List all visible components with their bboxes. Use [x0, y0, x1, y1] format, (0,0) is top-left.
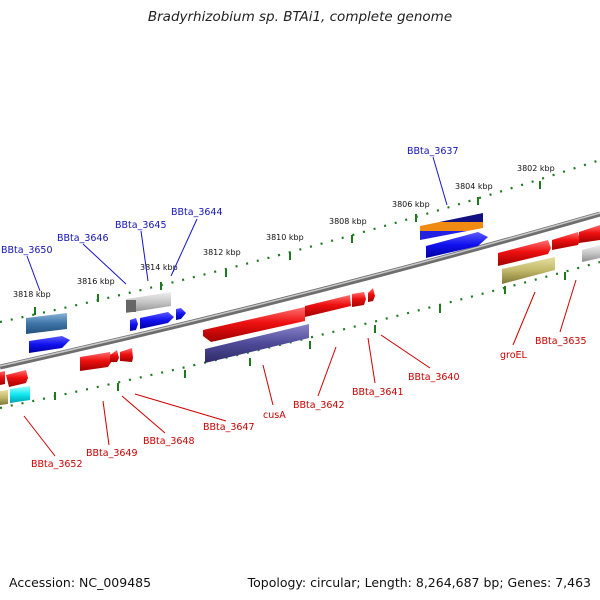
gene-arrow [130, 318, 138, 331]
label-cusa: cusA [263, 410, 286, 421]
label-bbta-3640: BBta_3640 [408, 372, 460, 383]
label-bbta-3652: BBta_3652 [31, 459, 83, 470]
gene-block [126, 292, 171, 313]
scale-major-ticks-top [34, 181, 541, 315]
label-bbta-3644: BBta_3644 [171, 207, 223, 218]
scale-label-3802: 3802 kbp [517, 164, 555, 173]
scale-label-3806: 3806 kbp [392, 200, 430, 209]
label-bbta-3649: BBta_3649 [86, 448, 138, 459]
scale-label-3816: 3816 kbp [77, 277, 115, 286]
gene-arrow [80, 352, 112, 371]
gene-block [582, 245, 600, 262]
gene-arrow [140, 312, 174, 329]
gene-arrow [426, 232, 488, 258]
bottom-gene-labels: BBta_3652 BBta_3649 BBta_3648 BBta_3647 … [23, 279, 587, 470]
gene-arrow [352, 292, 366, 307]
gene-arrow [0, 371, 5, 385]
top-strand-genes [26, 213, 488, 353]
label-groel: groEL [500, 350, 528, 361]
topology-text: Topology: circular; Length: 8,264,687 bp… [247, 575, 591, 590]
label-bbta-3647: BBta_3647 [203, 422, 255, 433]
top-gene-labels: BBta_3650 BBta_3646 BBta_3645 BBta_3644 … [1, 146, 459, 292]
gene-block [420, 213, 483, 240]
gene-block [26, 313, 67, 334]
label-bbta-3637: BBta_3637 [407, 146, 459, 157]
gene-arrow [110, 350, 119, 362]
gene-arrow [176, 308, 186, 320]
scale-label-3808: 3808 kbp [329, 217, 367, 226]
label-bbta-3642: BBta_3642 [293, 400, 345, 411]
label-bbta-3648: BBta_3648 [143, 436, 195, 447]
scale-label-3818: 3818 kbp [13, 290, 51, 299]
label-bbta-3650: BBta_3650 [1, 245, 53, 256]
gene-block [10, 386, 30, 403]
gene-block [502, 257, 555, 284]
label-bbta-3641: BBta_3641 [352, 387, 404, 398]
gene-arrow [552, 232, 580, 250]
gene-arrow [6, 370, 28, 387]
gene-arrow [368, 288, 375, 302]
label-bbta-3645: BBta_3645 [115, 220, 167, 231]
gene-arrow [579, 225, 600, 243]
label-bbta-3635: BBta_3635 [535, 336, 587, 347]
gene-arrow [29, 336, 70, 353]
gene-block [205, 324, 309, 363]
gene-arrow [203, 307, 305, 342]
genome-backbone [0, 211, 600, 370]
gene-block [126, 300, 136, 312]
scale-major-ticks-bottom [54, 272, 566, 400]
map-title: Bradyrhizobium sp. BTAi1, complete genom… [147, 9, 453, 25]
gene-arrow [120, 348, 133, 362]
backbone-genes [0, 225, 600, 405]
scale-label-3814: 3814 kbp [140, 263, 178, 272]
gene-arrow [305, 295, 351, 317]
accession-text: Accession: NC_009485 [9, 575, 152, 590]
scale-label-3810: 3810 kbp [266, 233, 304, 242]
label-bbta-3646: BBta_3646 [57, 233, 109, 244]
scale-label-3804: 3804 kbp [455, 182, 493, 191]
gene-arrow [498, 240, 551, 266]
scale-label-3812: 3812 kbp [203, 248, 241, 257]
scale-track-top [0, 158, 600, 324]
gene-block [0, 390, 8, 405]
scale-labels: 3818 kbp 3816 kbp 3814 kbp 3812 kbp 3810… [13, 164, 555, 299]
